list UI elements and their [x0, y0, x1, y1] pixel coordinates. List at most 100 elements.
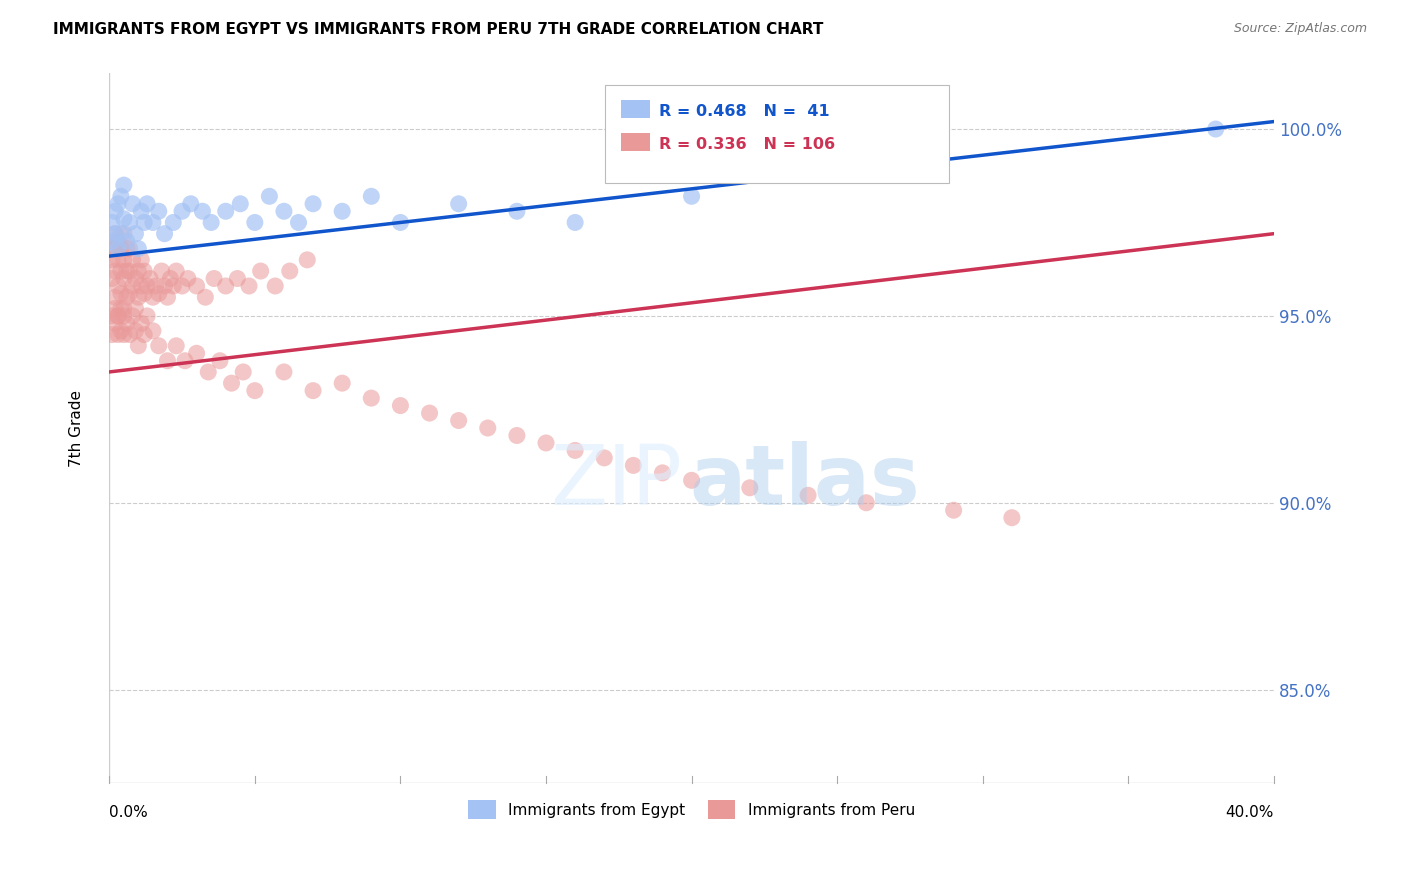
Point [302, 196, 325, 211]
Point [197, 365, 219, 379]
Point [621, 458, 644, 473]
Point [107, 252, 129, 267]
Point [142, 324, 165, 338]
Point [170, 204, 193, 219]
Point [942, 503, 965, 517]
Point [124, 301, 146, 316]
Point [115, 264, 138, 278]
Point [534, 436, 557, 450]
Point [506, 428, 529, 442]
Point [118, 286, 141, 301]
Point [389, 399, 412, 413]
Point [136, 279, 159, 293]
Point [127, 290, 149, 304]
Point [162, 215, 184, 229]
Point [249, 264, 271, 278]
Point [447, 196, 470, 211]
Point [118, 264, 141, 278]
Point [564, 215, 586, 229]
Point [142, 290, 165, 304]
Point [110, 189, 132, 203]
Point [150, 264, 173, 278]
Point [1205, 122, 1227, 136]
Text: 0.0%: 0.0% [110, 805, 148, 821]
Point [273, 365, 295, 379]
Point [180, 196, 202, 211]
Point [112, 252, 135, 267]
Point [112, 327, 135, 342]
Point [101, 271, 124, 285]
Point [112, 301, 135, 316]
Point [129, 204, 152, 219]
Point [104, 317, 127, 331]
Point [104, 290, 127, 304]
Point [165, 339, 187, 353]
Text: Source: ZipAtlas.com: Source: ZipAtlas.com [1233, 22, 1367, 36]
Point [115, 234, 138, 248]
Point [419, 406, 441, 420]
Point [139, 271, 162, 285]
Point [110, 227, 132, 241]
Point [148, 339, 170, 353]
Point [127, 264, 149, 278]
Point [112, 227, 135, 241]
Text: 40.0%: 40.0% [1226, 805, 1274, 821]
Point [115, 242, 138, 256]
Point [330, 376, 353, 391]
Point [194, 290, 217, 304]
Point [145, 279, 167, 293]
Text: 7th Grade: 7th Grade [69, 390, 84, 467]
Point [104, 227, 127, 241]
Point [134, 264, 156, 278]
Point [360, 189, 382, 203]
Point [593, 450, 616, 465]
Point [156, 353, 179, 368]
Point [477, 421, 499, 435]
Point [104, 264, 127, 278]
Point [186, 279, 208, 293]
Point [118, 327, 141, 342]
Point [215, 279, 238, 293]
Point [110, 242, 132, 256]
Point [287, 215, 309, 229]
Point [127, 242, 149, 256]
Point [148, 204, 170, 219]
Point [129, 252, 152, 267]
Point [107, 327, 129, 342]
Point [115, 317, 138, 331]
Point [153, 227, 176, 241]
Point [110, 286, 132, 301]
Point [129, 279, 152, 293]
Legend: Immigrants from Egypt, Immigrants from Peru: Immigrants from Egypt, Immigrants from P… [463, 794, 921, 825]
Point [297, 252, 319, 267]
Point [264, 279, 287, 293]
Point [389, 215, 412, 229]
Point [110, 264, 132, 278]
Point [104, 242, 127, 256]
Point [107, 309, 129, 323]
Point [118, 215, 141, 229]
Point [107, 309, 129, 323]
Point [112, 309, 135, 323]
Point [107, 279, 129, 293]
Text: ZIP: ZIP [550, 442, 682, 522]
Point [243, 215, 266, 229]
Point [259, 189, 281, 203]
Point [104, 227, 127, 241]
Point [112, 178, 135, 193]
Point [681, 473, 703, 487]
Point [226, 271, 249, 285]
Point [200, 215, 222, 229]
Point [107, 196, 129, 211]
Point [159, 271, 181, 285]
Point [243, 384, 266, 398]
Point [112, 211, 135, 226]
Point [101, 327, 124, 342]
Point [124, 227, 146, 241]
Point [855, 496, 877, 510]
Point [238, 279, 260, 293]
Point [156, 290, 179, 304]
Point [174, 353, 197, 368]
Text: atlas: atlas [689, 442, 920, 522]
Point [148, 286, 170, 301]
